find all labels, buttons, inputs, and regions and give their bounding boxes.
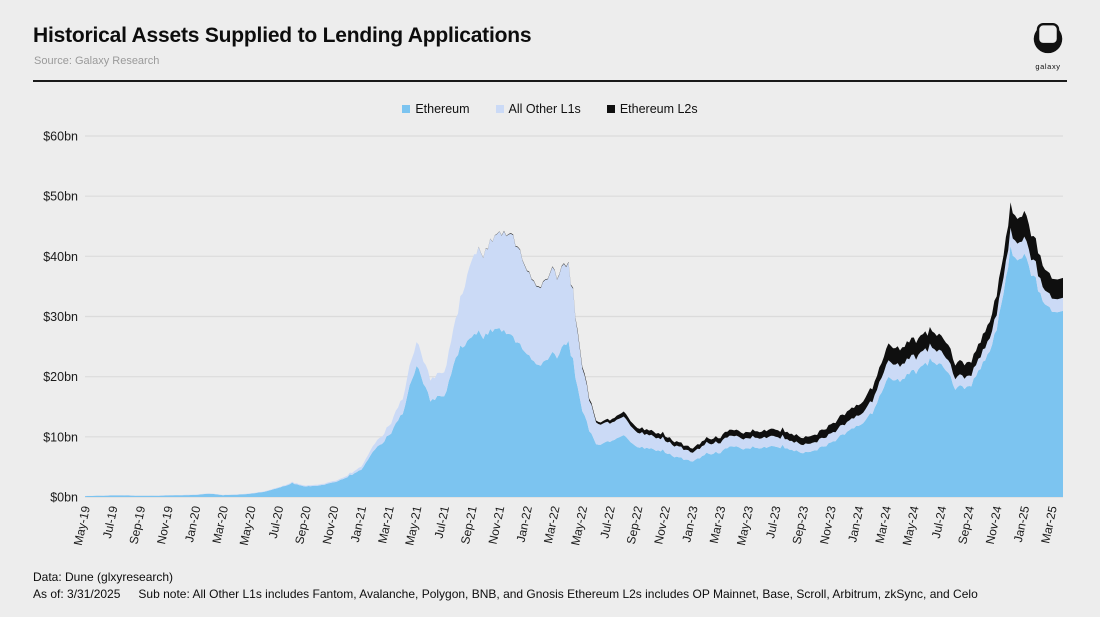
x-axis-label: Mar-23 (707, 504, 729, 544)
x-axis-label: Sep-21 (458, 504, 480, 545)
as-of-note: As of: 3/31/2025 (33, 587, 121, 601)
area-ethereum (85, 245, 1063, 497)
x-axis-label: Nov-20 (320, 504, 342, 545)
x-axis-label: Jul-20 (266, 504, 287, 539)
x-axis-label: Mar-25 (1038, 504, 1060, 544)
legend-swatch (606, 105, 615, 113)
legend-item-all-other-l1s: All Other L1s (495, 102, 581, 116)
x-axis-label: Sep-19 (126, 504, 148, 545)
footnote-row: As of: 3/31/2025 Sub note: All Other L1s… (33, 587, 978, 601)
y-axis-label: $50bn (43, 190, 78, 204)
y-axis-label: $20bn (43, 370, 78, 384)
x-axis-label: Mar-20 (209, 504, 231, 544)
x-axis-label: Sep-24 (955, 504, 977, 545)
legend-item-ethereum: Ethereum (402, 102, 470, 116)
x-axis-label: Jul-23 (763, 504, 784, 539)
legend-label: All Other L1s (508, 102, 581, 116)
y-axis-label: $10bn (43, 430, 78, 444)
legend: Ethereum All Other L1s Ethereum L2s (0, 102, 1100, 116)
x-axis-label: Mar-22 (541, 504, 563, 544)
y-axis-label: $0bn (50, 491, 78, 505)
x-axis-label: May-23 (734, 504, 756, 546)
x-axis-label: Jan-21 (348, 504, 369, 543)
area-all-other-l1s (85, 227, 1063, 497)
x-axis-label: Mar-21 (375, 504, 397, 544)
x-axis-label: May-22 (568, 504, 590, 546)
galaxy-logo-icon (1033, 22, 1063, 54)
x-axis-label: Jan-22 (514, 504, 535, 543)
x-axis-label: Nov-19 (154, 504, 176, 545)
y-axis-label: $40bn (43, 250, 78, 264)
x-axis-label: Jan-25 (1011, 504, 1032, 543)
x-axis-label: Jul-21 (432, 504, 453, 539)
x-axis-label: Nov-24 (983, 504, 1005, 545)
x-axis-label: Sep-22 (624, 504, 646, 545)
x-axis-label: May-19 (71, 504, 93, 546)
legend-swatch (495, 105, 504, 113)
page-title: Historical Assets Supplied to Lending Ap… (33, 24, 532, 47)
area-ethereum-l2s (85, 202, 1063, 496)
galaxy-logo: galaxy (1026, 18, 1070, 71)
x-axis-label: Nov-21 (486, 504, 508, 545)
x-axis-label: Jan-24 (845, 504, 866, 543)
x-axis-label: Sep-23 (789, 504, 811, 545)
x-axis-label: Jan-23 (679, 504, 700, 543)
x-axis-label: Mar-24 (873, 504, 895, 544)
x-axis-label: Jul-22 (597, 504, 618, 539)
legend-label: Ethereum L2s (619, 102, 698, 116)
legend-label: Ethereum (415, 102, 470, 116)
galaxy-logo-text: galaxy (1035, 62, 1061, 71)
x-axis-label: Nov-22 (651, 504, 673, 545)
x-axis-label: Jul-19 (100, 504, 121, 539)
data-source-note: Data: Dune (glxyresearch) (33, 570, 174, 584)
x-axis-label: Jan-20 (182, 504, 203, 543)
y-axis-label: $60bn (43, 130, 78, 144)
x-axis-label: Jul-24 (929, 504, 950, 539)
sub-note: Sub note: All Other L1s includes Fantom,… (138, 587, 978, 601)
x-axis-label: Sep-20 (292, 504, 314, 545)
legend-swatch (402, 105, 411, 113)
header-divider (33, 80, 1067, 82)
x-axis-label: Nov-23 (817, 504, 839, 545)
x-axis-label: May-24 (900, 504, 922, 546)
x-axis-label: May-21 (402, 504, 424, 546)
source-label: Source: Galaxy Research (34, 55, 160, 67)
legend-item-ethereum-l2s: Ethereum L2s (606, 102, 698, 116)
y-axis-label: $30bn (43, 310, 78, 324)
x-axis-label: May-20 (237, 504, 259, 546)
